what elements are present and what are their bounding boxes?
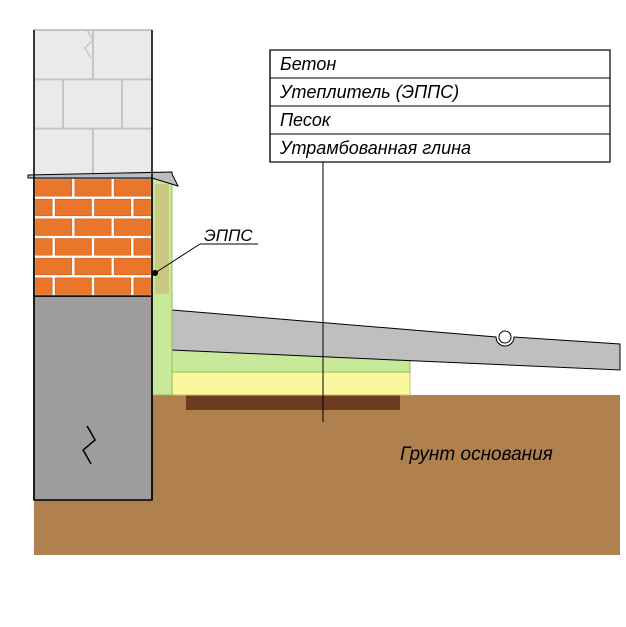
brick <box>55 199 91 216</box>
brick <box>95 239 131 256</box>
brick <box>134 199 151 216</box>
brick <box>36 278 53 295</box>
soil-under-wall <box>34 500 152 555</box>
brick <box>36 239 53 256</box>
epps-texture <box>155 184 169 294</box>
brick <box>75 219 111 236</box>
brick <box>95 199 131 216</box>
foundation-wall <box>34 296 152 500</box>
legend-item-2: Песок <box>280 110 332 130</box>
brick <box>114 180 150 197</box>
brick <box>55 239 91 256</box>
brick <box>95 278 131 295</box>
brick <box>36 258 72 275</box>
drain-gutter <box>499 331 511 343</box>
clay-layer <box>186 395 400 410</box>
legend-item-3: Утрамбованная глина <box>279 138 471 158</box>
ground-label: Грунт основания <box>400 444 553 465</box>
legend-item-0: Бетон <box>280 54 336 74</box>
brick <box>75 180 111 197</box>
foundation-diagram: Бетон Утеплитель (ЭППС) Песок Утрамбованная… <box>0 0 626 627</box>
brick <box>36 219 72 236</box>
brick <box>114 219 150 236</box>
brick <box>114 258 150 275</box>
brick <box>134 239 151 256</box>
brick <box>75 258 111 275</box>
brick <box>36 180 72 197</box>
legend-item-1: Утеплитель (ЭППС) <box>279 82 459 102</box>
sand-layer <box>172 372 410 395</box>
epps-label: ЭППС <box>204 226 253 245</box>
soil-base <box>152 395 620 555</box>
brick <box>36 199 53 216</box>
brick <box>55 278 91 295</box>
brick <box>134 278 151 295</box>
